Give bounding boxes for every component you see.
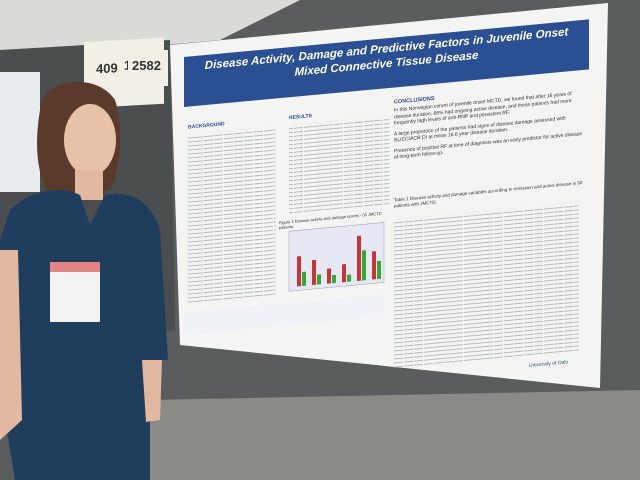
section-heading: RESULTS	[289, 113, 313, 121]
face	[64, 104, 116, 176]
section-heading: BACKGROUND	[188, 121, 225, 130]
ceiling-light	[0, 0, 300, 60]
arm	[0, 250, 22, 440]
side-poster	[0, 72, 40, 192]
footer: University of Oslo	[529, 359, 568, 369]
sign-number: 409	[96, 60, 118, 76]
title-banner	[184, 19, 589, 107]
logo-strip	[184, 294, 384, 335]
dress	[0, 190, 168, 480]
person	[0, 81, 168, 480]
badge-band	[50, 262, 100, 272]
sign-card	[128, 50, 168, 86]
hand	[142, 360, 162, 422]
floor	[150, 390, 640, 480]
conclusions-heading: CONCLUSIONS	[394, 96, 435, 106]
figure-bars	[297, 235, 381, 287]
body-text-lines	[188, 115, 389, 305]
poster-content: Disease Activity, Damage and Predictive …	[184, 19, 589, 370]
sign-number: 2582	[132, 58, 161, 73]
table	[394, 202, 579, 370]
